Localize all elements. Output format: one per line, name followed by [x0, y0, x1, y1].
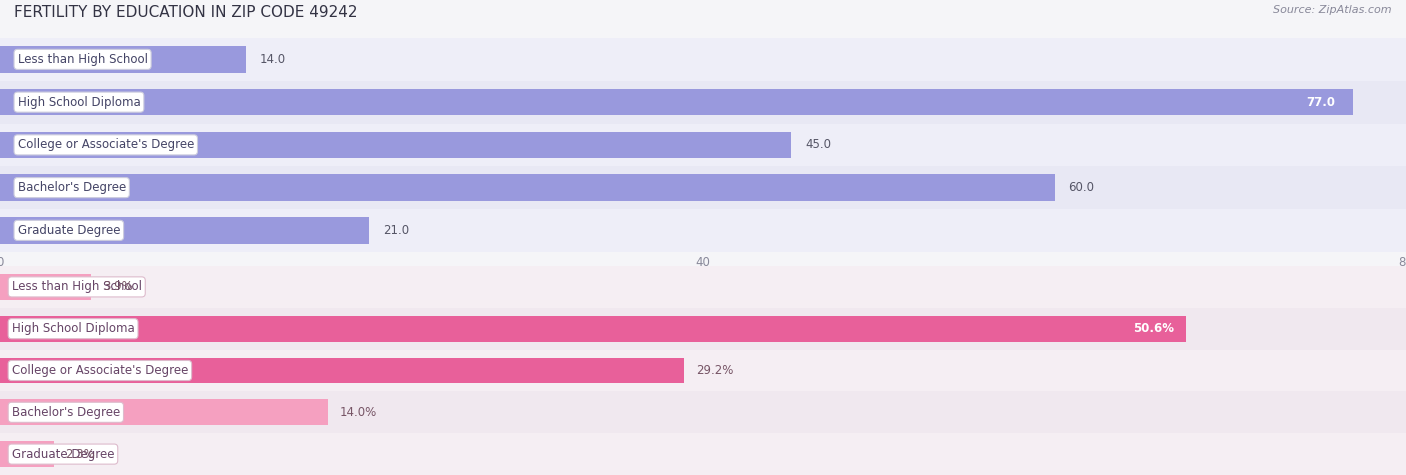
Bar [0, 358, 685, 383]
Bar [0, 433, 1406, 475]
Text: 2.3%: 2.3% [66, 447, 96, 461]
Text: 60.0: 60.0 [1069, 181, 1094, 194]
Text: Bachelor's Degree: Bachelor's Degree [11, 406, 120, 419]
Bar [0, 399, 328, 425]
Bar [0, 89, 1353, 115]
Text: 29.2%: 29.2% [696, 364, 734, 377]
Text: 14.0: 14.0 [260, 53, 287, 66]
Text: Source: ZipAtlas.com: Source: ZipAtlas.com [1274, 5, 1392, 15]
Text: FERTILITY BY EDUCATION IN ZIP CODE 49242: FERTILITY BY EDUCATION IN ZIP CODE 49242 [14, 5, 357, 20]
Text: Graduate Degree: Graduate Degree [11, 447, 114, 461]
Text: 14.0%: 14.0% [340, 406, 377, 419]
Text: Less than High School: Less than High School [11, 280, 142, 294]
Bar [0, 391, 1406, 433]
Text: 50.6%: 50.6% [1133, 322, 1174, 335]
Text: High School Diploma: High School Diploma [17, 95, 141, 109]
Text: Less than High School: Less than High School [17, 53, 148, 66]
Bar [0, 209, 1406, 252]
Bar [0, 132, 790, 158]
Bar [0, 308, 1406, 350]
Text: College or Associate's Degree: College or Associate's Degree [17, 138, 194, 152]
Bar [0, 350, 1406, 391]
Text: High School Diploma: High School Diploma [11, 322, 135, 335]
Text: Bachelor's Degree: Bachelor's Degree [17, 181, 125, 194]
Bar [0, 38, 1406, 81]
Bar [0, 441, 53, 467]
Bar [0, 266, 1406, 308]
Bar [0, 166, 1406, 209]
Bar [0, 81, 1406, 124]
Text: Graduate Degree: Graduate Degree [17, 224, 120, 237]
Text: 45.0: 45.0 [804, 138, 831, 152]
Text: 21.0: 21.0 [382, 224, 409, 237]
Bar [0, 124, 1406, 166]
Text: College or Associate's Degree: College or Associate's Degree [11, 364, 188, 377]
Text: 3.9%: 3.9% [103, 280, 132, 294]
Bar [0, 174, 1054, 201]
Bar [0, 274, 91, 300]
Text: 77.0: 77.0 [1306, 95, 1336, 109]
Bar [0, 46, 246, 73]
Bar [0, 316, 1185, 342]
Bar [0, 217, 368, 244]
